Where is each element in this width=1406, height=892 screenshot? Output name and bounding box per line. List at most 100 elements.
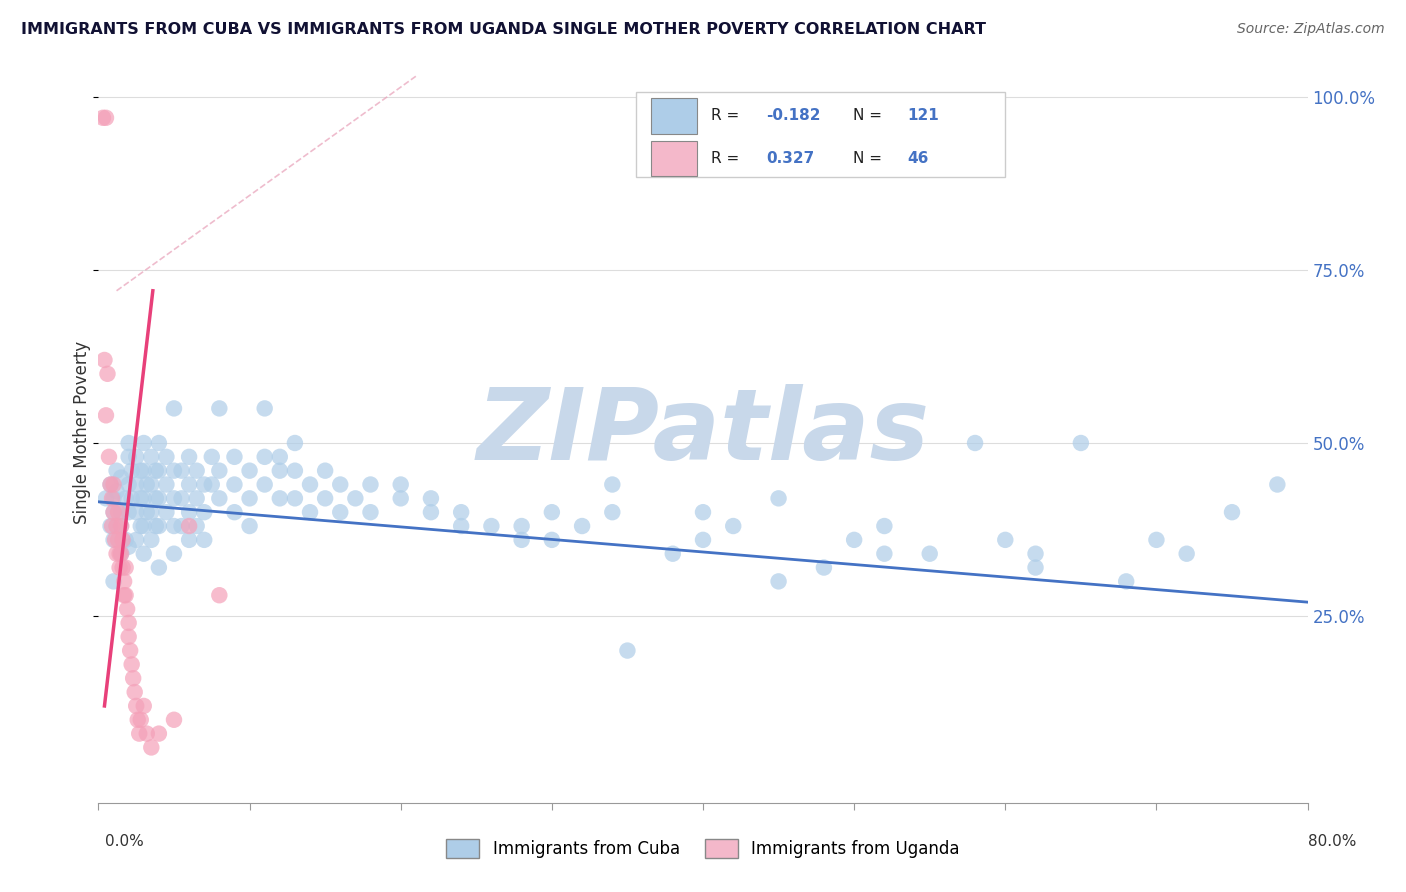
Point — [135, 477, 157, 491]
Point — [155, 450, 177, 464]
Point — [186, 464, 208, 478]
Point — [105, 464, 128, 478]
Point — [170, 519, 193, 533]
Point — [103, 477, 125, 491]
Point — [107, 533, 129, 547]
Point — [141, 533, 163, 547]
Point — [132, 547, 155, 561]
Point — [94, 111, 117, 125]
Point — [118, 540, 141, 554]
Point — [141, 450, 163, 464]
Point — [148, 560, 170, 574]
Point — [118, 615, 141, 630]
Point — [100, 519, 122, 533]
Point — [1220, 505, 1243, 519]
Point — [101, 491, 124, 506]
Point — [110, 519, 132, 533]
Point — [284, 436, 307, 450]
Point — [105, 547, 128, 561]
Point — [1267, 477, 1289, 491]
Point — [124, 685, 146, 699]
Point — [103, 574, 125, 589]
Point — [118, 436, 141, 450]
Text: ZIPatlas: ZIPatlas — [477, 384, 929, 481]
Point — [224, 505, 246, 519]
Point — [344, 491, 367, 506]
Point — [118, 450, 141, 464]
Text: Source: ZipAtlas.com: Source: ZipAtlas.com — [1237, 22, 1385, 37]
Point — [450, 519, 472, 533]
Point — [125, 477, 148, 491]
Point — [692, 505, 714, 519]
Point — [118, 630, 141, 644]
Point — [127, 713, 149, 727]
Point — [114, 491, 136, 506]
Point — [768, 491, 790, 506]
FancyBboxPatch shape — [637, 92, 1005, 178]
Point — [125, 505, 148, 519]
Point — [163, 464, 186, 478]
Point — [1070, 436, 1092, 450]
Point — [155, 477, 177, 491]
Point — [110, 505, 132, 519]
Point — [239, 491, 262, 506]
Point — [114, 533, 136, 547]
Point — [450, 505, 472, 519]
Point — [118, 477, 141, 491]
Point — [101, 519, 124, 533]
Point — [420, 491, 443, 506]
Point — [145, 519, 167, 533]
Point — [148, 491, 170, 506]
Text: R =: R = — [711, 151, 745, 166]
Text: 0.0%: 0.0% — [105, 834, 145, 849]
Point — [1024, 560, 1046, 574]
Point — [120, 643, 142, 657]
Text: IMMIGRANTS FROM CUBA VS IMMIGRANTS FROM UGANDA SINGLE MOTHER POVERTY CORRELATION: IMMIGRANTS FROM CUBA VS IMMIGRANTS FROM … — [21, 22, 986, 37]
Point — [201, 450, 224, 464]
Point — [94, 409, 117, 423]
Point — [163, 491, 186, 506]
Point — [179, 533, 201, 547]
Point — [170, 464, 193, 478]
Point — [269, 464, 291, 478]
Point — [115, 602, 138, 616]
Point — [141, 505, 163, 519]
Point — [105, 519, 128, 533]
Point — [105, 484, 128, 499]
Point — [186, 519, 208, 533]
Point — [94, 491, 117, 506]
Point — [661, 547, 683, 561]
Point — [1175, 547, 1198, 561]
Point — [93, 353, 115, 368]
Point — [104, 533, 127, 547]
Point — [239, 519, 262, 533]
Text: R =: R = — [711, 109, 745, 123]
Point — [602, 505, 624, 519]
Point — [329, 477, 352, 491]
Point — [141, 477, 163, 491]
Point — [114, 588, 136, 602]
Point — [253, 477, 276, 491]
Point — [91, 111, 114, 125]
Point — [965, 436, 987, 450]
Point — [110, 519, 132, 533]
Point — [121, 491, 143, 506]
Point — [253, 401, 276, 416]
Point — [148, 726, 170, 740]
Point — [128, 726, 150, 740]
Point — [118, 505, 141, 519]
Point — [360, 477, 382, 491]
Point — [125, 533, 148, 547]
Point — [145, 491, 167, 506]
Point — [179, 505, 201, 519]
Point — [481, 519, 503, 533]
Point — [253, 450, 276, 464]
Point — [692, 533, 714, 547]
Point — [540, 533, 562, 547]
Point — [110, 547, 132, 561]
Point — [284, 491, 307, 506]
Point — [179, 450, 201, 464]
Point — [193, 533, 215, 547]
Point — [100, 477, 122, 491]
Point — [108, 560, 131, 574]
